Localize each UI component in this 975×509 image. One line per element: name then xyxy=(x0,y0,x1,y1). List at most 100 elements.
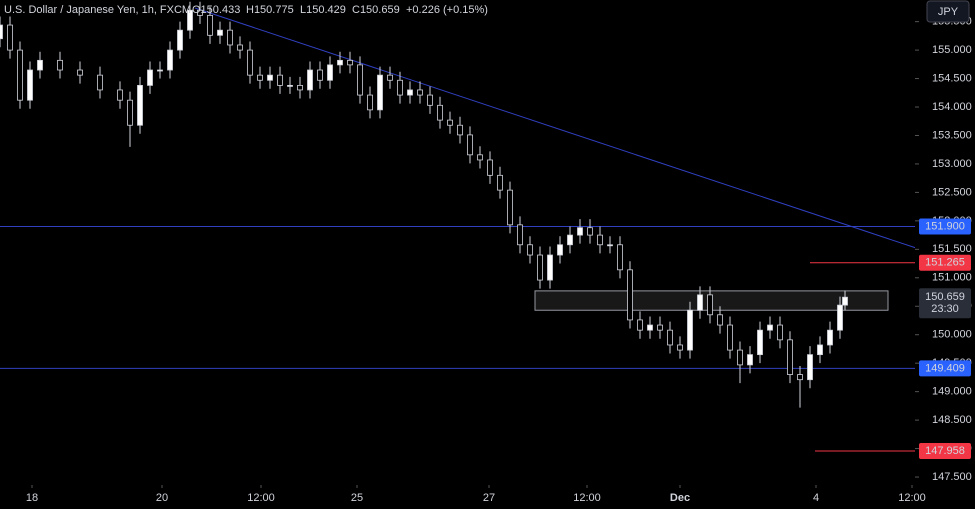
candle-body xyxy=(97,74,103,91)
candle-body xyxy=(327,64,333,81)
y-tick-label: 151.500 xyxy=(932,243,972,255)
candle-body xyxy=(517,224,523,246)
currency-button[interactable] xyxy=(926,0,970,23)
last-price-label: 150.659 xyxy=(925,291,965,303)
candle-body xyxy=(677,344,683,351)
candle-body xyxy=(727,324,733,351)
candle-body xyxy=(367,94,373,111)
candle-body xyxy=(357,64,363,96)
candle-body xyxy=(707,294,713,316)
candle-body xyxy=(257,74,263,81)
level-badge xyxy=(919,442,971,459)
y-tick-label: 149.000 xyxy=(932,386,972,398)
y-tick-label: 154.500 xyxy=(932,72,972,84)
candle-body xyxy=(507,189,513,226)
candle-body xyxy=(337,59,343,66)
candle-body xyxy=(807,354,813,381)
y-tick-label: 148.500 xyxy=(932,414,972,426)
candle-body xyxy=(597,234,603,246)
candle-body xyxy=(7,24,13,51)
candle-body xyxy=(317,69,323,81)
candle-body xyxy=(217,29,223,36)
level-badge-label: 151.265 xyxy=(925,257,965,269)
candle-body xyxy=(307,69,313,91)
currency-label[interactable]: JPY xyxy=(938,6,959,18)
x-tick-label: 18 xyxy=(26,492,38,504)
y-tick-label: 153.000 xyxy=(932,158,972,170)
candle-body xyxy=(817,344,823,356)
last-price-badge xyxy=(919,288,971,319)
candle-body xyxy=(417,89,423,96)
x-tick-label: Dec xyxy=(670,492,690,504)
y-tick-label: 152.500 xyxy=(932,186,972,198)
candle-body xyxy=(117,89,123,101)
candle-body xyxy=(437,104,443,121)
candle-body xyxy=(837,304,843,331)
candle-body xyxy=(607,244,613,247)
candle-body xyxy=(637,319,643,331)
candle-body xyxy=(827,329,833,346)
candle-body xyxy=(527,244,533,256)
candle-body xyxy=(377,74,383,111)
ohlc-high: H150.775 xyxy=(246,4,294,16)
candle-body xyxy=(197,9,203,16)
candle-body xyxy=(627,269,633,321)
candle-body xyxy=(127,99,133,126)
candle-body xyxy=(537,254,543,281)
y-tick-label: 153.500 xyxy=(932,129,972,141)
candle-body xyxy=(697,294,703,311)
y-tick-label: 150.000 xyxy=(932,329,972,341)
candle-body xyxy=(757,329,763,356)
candle-body xyxy=(0,24,3,40)
candle-body xyxy=(27,69,33,101)
candle-body xyxy=(667,329,673,346)
level-badge-label: 149.409 xyxy=(925,362,965,374)
ohlc-low: L150.429 xyxy=(300,4,346,16)
candle-body xyxy=(297,84,303,91)
symbol: U.S. Dollar / Japanese Yen, 1h, FXCM xyxy=(4,4,191,16)
candle-body xyxy=(477,154,483,161)
candle-body xyxy=(267,74,273,81)
candle-body xyxy=(767,324,773,331)
candle-body xyxy=(167,49,173,71)
candle-body xyxy=(447,119,453,126)
candle-body xyxy=(227,29,233,46)
candle-body xyxy=(717,314,723,326)
candle-body xyxy=(397,79,403,96)
y-tick-label: 155.000 xyxy=(932,44,972,56)
candle-body xyxy=(77,69,83,76)
level-badge-label: 151.900 xyxy=(925,220,965,232)
candle-body xyxy=(247,49,253,76)
candle-body xyxy=(467,134,473,156)
ohlc-open: O150.433 xyxy=(192,4,240,16)
level-badge xyxy=(919,360,971,377)
candle-body xyxy=(177,29,183,51)
candle-body xyxy=(37,59,43,71)
candle-body xyxy=(287,84,293,87)
trend-line xyxy=(194,7,916,249)
candle-body xyxy=(347,59,353,66)
candle-body xyxy=(557,244,563,256)
y-tick-label: 151.000 xyxy=(932,272,972,284)
candle-body xyxy=(147,69,153,86)
candle-body xyxy=(387,74,393,81)
plot-area xyxy=(0,1,916,452)
countdown-label: 23:30 xyxy=(931,303,959,315)
x-tick-label: 12:00 xyxy=(898,492,926,504)
level-badge-label: 147.958 xyxy=(925,445,965,457)
candle-body xyxy=(587,227,593,236)
y-tick-label: 154.000 xyxy=(932,101,972,113)
x-tick-label: 12:00 xyxy=(573,492,601,504)
x-tick-label: 4 xyxy=(813,492,819,504)
candle-body xyxy=(207,14,213,36)
ohlc-change: +0.226 (+0.15%) xyxy=(406,4,488,16)
candle-body xyxy=(567,234,573,246)
candle-body xyxy=(777,324,783,341)
candle-body xyxy=(547,254,553,281)
candle-body xyxy=(797,374,803,381)
price-axis: 147.500148.000148.500149.000149.500150.0… xyxy=(26,16,972,504)
candle-body xyxy=(787,339,793,375)
candle-body xyxy=(17,49,23,101)
ohlc-close: C150.659 xyxy=(352,4,400,16)
